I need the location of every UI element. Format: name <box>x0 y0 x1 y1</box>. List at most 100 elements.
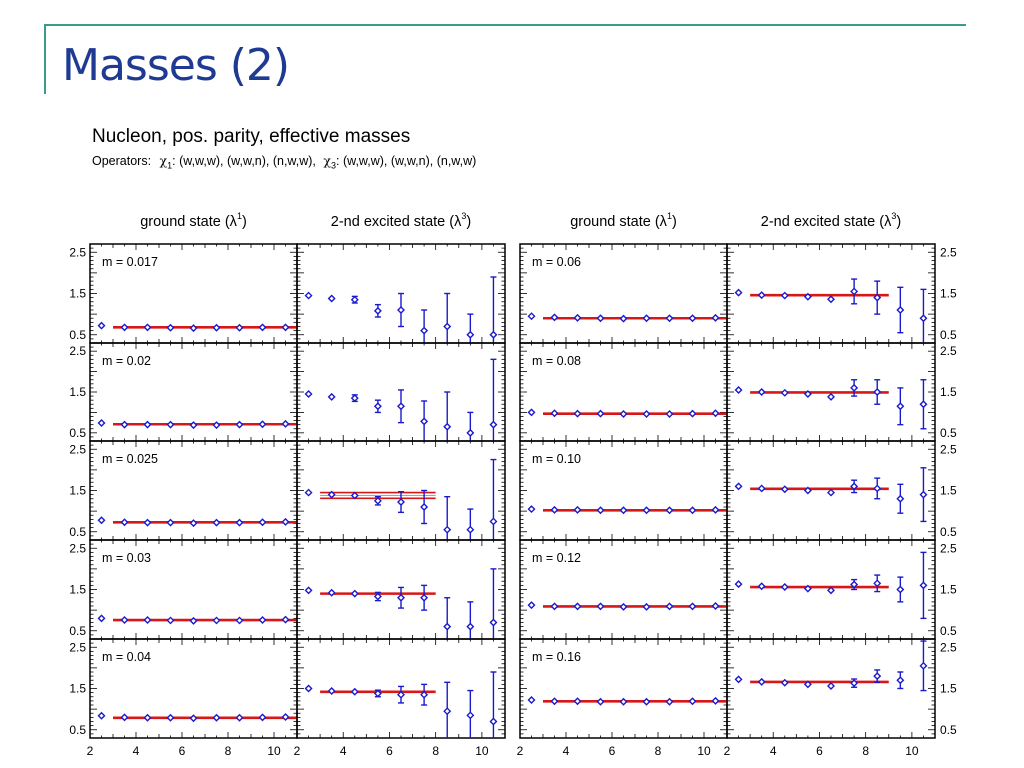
data-point <box>258 323 267 332</box>
panel: 0.5 1.5 2.5 m = 0.017 <box>69 243 298 344</box>
data-point <box>466 622 475 631</box>
data-point <box>896 494 905 503</box>
y-tick-label: 0.5 <box>940 426 957 440</box>
accent-vertical-line <box>44 24 46 94</box>
data-point <box>573 313 582 322</box>
data-point <box>619 697 628 706</box>
x-tick-label: 8 <box>225 744 232 758</box>
data-point <box>642 697 651 706</box>
x-tick-label: 10 <box>475 744 489 758</box>
data-point <box>827 295 835 304</box>
y-tick-label: 2.5 <box>940 245 957 259</box>
y-tick-label: 1.5 <box>69 682 86 696</box>
panel: 0.5 1.5 2.5 m = 0.025 <box>69 440 298 541</box>
data-point <box>688 602 697 611</box>
data-point <box>166 420 175 429</box>
x-tick-label: 4 <box>133 744 140 758</box>
data-point <box>235 323 244 332</box>
data-point <box>350 394 359 403</box>
data-point <box>304 684 313 693</box>
data-point <box>212 323 221 332</box>
data-point <box>281 712 290 721</box>
y-tick-label: 1.5 <box>69 583 86 597</box>
data-point <box>97 419 106 428</box>
data-point <box>397 498 405 507</box>
data-point <box>803 486 812 495</box>
data-point <box>466 330 475 339</box>
data-point <box>850 383 859 392</box>
data-point <box>420 503 429 511</box>
data-point <box>120 518 129 527</box>
data-point <box>443 525 452 534</box>
data-point <box>350 491 359 500</box>
chi3-symbol: χ <box>323 153 331 168</box>
column-header: ground state (λ1) <box>140 211 247 230</box>
data-point <box>373 592 382 601</box>
data-point <box>304 390 313 399</box>
data-point <box>258 420 267 429</box>
data-point <box>143 616 152 625</box>
data-point <box>665 314 674 323</box>
data-point <box>896 676 905 685</box>
data-point <box>143 518 152 527</box>
x-tick-label: 8 <box>655 744 662 758</box>
data-point <box>642 506 651 515</box>
mass-label: m = 0.025 <box>102 452 158 466</box>
x-tick-label: 6 <box>386 744 393 758</box>
data-point <box>327 686 336 695</box>
y-tick-label: 1.5 <box>940 583 957 597</box>
mass-label: m = 0.03 <box>102 551 151 565</box>
data-point <box>443 622 452 631</box>
data-point <box>573 409 582 418</box>
data-point <box>258 518 267 527</box>
column-header: 2-nd excited state (λ3) <box>761 211 901 230</box>
data-point <box>873 579 882 588</box>
data-point <box>688 314 697 323</box>
data-point <box>550 409 559 418</box>
data-point <box>466 428 475 437</box>
mass-label: m = 0.02 <box>102 354 151 368</box>
data-point <box>734 482 743 491</box>
y-tick-label: 0.5 <box>69 624 86 638</box>
data-point <box>757 484 766 493</box>
data-point <box>397 402 405 411</box>
data-point <box>212 518 221 527</box>
mass-label: m = 0.16 <box>532 650 581 664</box>
data-point <box>420 690 429 699</box>
data-point <box>803 584 812 593</box>
data-point <box>780 291 789 300</box>
y-tick-label: 0.5 <box>940 328 957 342</box>
chi3-sub: 3 <box>330 160 336 171</box>
panel: 0.5 1.5 2.5 <box>726 539 957 640</box>
data-point <box>757 677 766 686</box>
x-tick-label: 4 <box>563 744 570 758</box>
data-point <box>397 306 405 314</box>
x-tick-label: 2 <box>517 744 524 758</box>
x-tick-label: 2 <box>294 744 301 758</box>
y-tick-label: 2.5 <box>69 245 86 259</box>
data-point <box>489 420 498 429</box>
data-point <box>281 419 290 428</box>
chi1-operators: : (w,w,w), (w,w,n), (n,w,w), <box>172 154 316 168</box>
panel: 2 4 6 8 10 <box>294 638 506 758</box>
data-point <box>189 421 198 430</box>
data-point <box>757 388 766 396</box>
mass-label: m = 0.017 <box>102 255 158 269</box>
panel <box>296 440 506 541</box>
data-point <box>596 506 605 515</box>
data-point <box>711 409 720 418</box>
panel: 0.5 1.5 2.5 <box>726 342 957 442</box>
data-point <box>143 420 152 429</box>
x-tick-label: 2 <box>724 744 731 758</box>
data-point <box>550 697 559 706</box>
y-tick-label: 1.5 <box>69 484 86 498</box>
data-point <box>596 697 605 706</box>
panel: 2 4 6 8 10 m = 0.16 <box>517 638 728 758</box>
data-point <box>327 392 336 401</box>
data-point <box>304 291 313 300</box>
chi1-sub: 1 <box>167 160 173 171</box>
y-tick-label: 1.5 <box>940 287 957 301</box>
y-tick-label: 0.5 <box>69 426 86 440</box>
data-point <box>397 690 405 699</box>
